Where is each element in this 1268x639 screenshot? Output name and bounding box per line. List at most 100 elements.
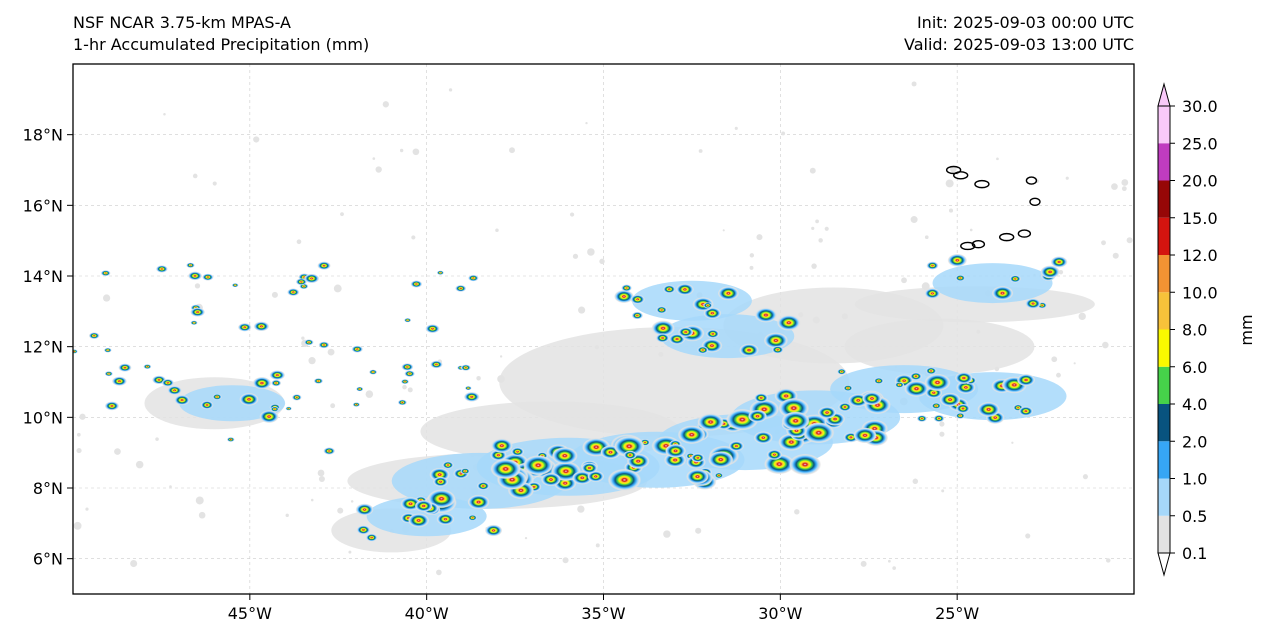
light-precip-speck bbox=[887, 559, 891, 563]
convective-cell bbox=[200, 400, 214, 410]
isolated-cell bbox=[397, 399, 407, 406]
convective-cell bbox=[925, 367, 937, 375]
convective-cell bbox=[924, 373, 951, 392]
light-precip-speck bbox=[1065, 176, 1069, 180]
colorbar-label: 1.0 bbox=[1182, 470, 1207, 489]
light-precip-speck bbox=[578, 306, 586, 314]
light-precip-speck bbox=[382, 101, 389, 108]
lat-tick-label: 14°N bbox=[23, 267, 63, 286]
isolated-cell bbox=[401, 363, 414, 371]
isolated-cell bbox=[351, 345, 363, 353]
light-precip-speck bbox=[824, 226, 829, 231]
axis-ticks: 6°N 8°N 10°N 12°N 14°N 16°N 18°N 45°W 40°W 35°W 30… bbox=[23, 126, 980, 623]
colorbar-segment bbox=[1158, 143, 1170, 181]
convective-cell bbox=[442, 461, 454, 469]
convective-cell bbox=[947, 253, 968, 267]
convective-cell bbox=[766, 449, 783, 460]
convective-cell bbox=[630, 294, 645, 305]
valid-time: Valid: 2025-09-03 13:00 UTC bbox=[903, 35, 1134, 54]
convective-cell bbox=[551, 447, 578, 465]
colorbar-max-extend bbox=[1157, 82, 1171, 107]
convective-cell bbox=[754, 393, 769, 403]
light-precip-speck bbox=[781, 131, 786, 136]
light-precip-speck bbox=[253, 136, 260, 143]
light-precip-speck bbox=[285, 513, 289, 518]
isolated-cell bbox=[285, 406, 292, 411]
isolated-cell bbox=[460, 364, 471, 371]
convective-cell bbox=[924, 288, 941, 299]
convective-cell bbox=[686, 468, 709, 485]
convective-cell bbox=[939, 392, 961, 407]
convective-cell bbox=[523, 455, 554, 476]
colorbar-label: 20.0 bbox=[1182, 172, 1218, 191]
isolated-cell bbox=[425, 324, 440, 334]
colorbar-min-extend bbox=[1157, 552, 1171, 577]
isolated-cell bbox=[104, 371, 113, 377]
colorbar-label: 6.0 bbox=[1182, 358, 1207, 377]
light-precip-speck bbox=[495, 228, 499, 232]
colorbar-segment bbox=[1158, 292, 1170, 330]
convective-cell bbox=[991, 285, 1014, 301]
convective-cell bbox=[356, 525, 371, 535]
convective-cell bbox=[655, 333, 670, 343]
light-precip-speck bbox=[698, 149, 703, 153]
convective-cell bbox=[703, 302, 713, 309]
convective-cell bbox=[355, 503, 374, 516]
convective-cell bbox=[954, 372, 973, 384]
isolated-cell bbox=[400, 379, 410, 385]
light-precip-speck bbox=[595, 543, 600, 548]
isolated-cell bbox=[226, 437, 235, 442]
isolated-cell bbox=[468, 274, 479, 282]
convective-cell bbox=[776, 314, 801, 331]
isolated-cell bbox=[463, 391, 480, 402]
light-precip-speck bbox=[499, 355, 503, 358]
convective-cell bbox=[581, 462, 598, 474]
isolated-cell bbox=[155, 265, 168, 273]
light-precip-speck bbox=[809, 167, 816, 174]
isolated-cell bbox=[304, 273, 320, 284]
convective-cell bbox=[926, 261, 939, 270]
isolated-cell bbox=[287, 288, 300, 297]
light-precip-speck bbox=[524, 536, 528, 540]
convective-cell bbox=[714, 472, 724, 479]
colorbar-label: 10.0 bbox=[1182, 283, 1218, 302]
convective-cell bbox=[753, 431, 773, 445]
light-precip-speck bbox=[811, 226, 815, 230]
light-precip-speck bbox=[436, 569, 442, 576]
light-precip-speck bbox=[841, 313, 848, 320]
colorbar-label: 0.1 bbox=[1182, 544, 1207, 563]
isolated-cell bbox=[313, 378, 324, 384]
convective-cell bbox=[607, 468, 642, 492]
convective-cell bbox=[460, 467, 471, 475]
light-precip-speck bbox=[340, 212, 344, 217]
convective-cell bbox=[933, 414, 945, 423]
light-precip-speck bbox=[163, 112, 166, 116]
colorbar-segment bbox=[1158, 515, 1170, 553]
convective-cell bbox=[587, 470, 605, 483]
convective-cell bbox=[781, 411, 810, 431]
light-precip-speck bbox=[135, 460, 144, 469]
convective-cell bbox=[977, 401, 1001, 418]
colorbar-segment bbox=[1158, 106, 1170, 144]
light-precip-speck bbox=[994, 366, 1000, 372]
convective-cell bbox=[665, 443, 687, 458]
light-precip-speck bbox=[1112, 252, 1119, 259]
light-precip-speck bbox=[102, 294, 111, 302]
convective-cell bbox=[614, 289, 634, 304]
light-precip-speck bbox=[1051, 356, 1058, 363]
lat-tick-label: 10°N bbox=[23, 408, 63, 427]
light-precip-speck bbox=[1121, 179, 1129, 186]
light-precip-speck bbox=[198, 511, 206, 519]
light-precip-speck bbox=[939, 431, 945, 437]
isolated-cell bbox=[436, 270, 444, 275]
light-precip-speck bbox=[169, 485, 172, 488]
convective-cell bbox=[540, 472, 561, 487]
light-precip-speck bbox=[722, 229, 725, 232]
convective-cell bbox=[708, 451, 734, 469]
convective-cell bbox=[1025, 298, 1041, 309]
convective-cell bbox=[467, 514, 478, 521]
light-precip-speck bbox=[1121, 186, 1127, 192]
light-precip-speck bbox=[594, 345, 599, 350]
light-precip-speck bbox=[399, 148, 404, 153]
lon-tick-label: 45°W bbox=[228, 604, 272, 623]
